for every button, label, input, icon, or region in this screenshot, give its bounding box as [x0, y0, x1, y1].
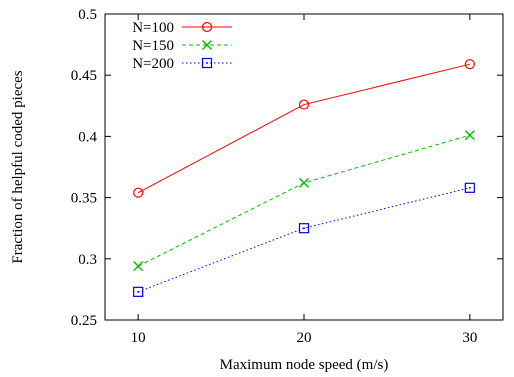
data-point-s3-2-dot: [303, 227, 305, 229]
y-tick-label: 0.4: [78, 129, 97, 145]
data-point-s3-3: [464, 182, 475, 193]
legend-marker-3-dot: [206, 62, 208, 64]
data-point-s2-1: [133, 261, 144, 272]
legend-marker-2: [202, 40, 212, 50]
series-layer: [133, 59, 475, 297]
legend: N=100 N=150 N=200: [132, 20, 232, 72]
legend-label-2: N=150: [132, 38, 174, 54]
data-point-s1-1: [133, 187, 144, 198]
series-line-2: [137, 134, 470, 267]
x-tick-label: 30: [462, 330, 477, 346]
data-point-s1-2: [298, 99, 310, 110]
x-axis-ticks: 10 20 30: [131, 14, 477, 346]
x-tick-label: 10: [131, 330, 146, 346]
series-line-3: [137, 187, 470, 293]
data-point-s3-2-box: [298, 223, 310, 234]
x-tick-label: 20: [297, 330, 312, 346]
data-point-s1-3: [464, 59, 475, 70]
y-axis-label: Fraction of helpful coded pieces: [10, 70, 26, 263]
data-point-s3-1: [133, 286, 144, 297]
legend-marker-1: [201, 21, 213, 33]
data-point-s3-1-box: [133, 286, 144, 297]
data-point-s3-3-dot: [469, 187, 471, 189]
data-point-s2-1-stroke-b: [133, 261, 144, 272]
data-point-s3-2: [298, 223, 310, 234]
data-point-s2-2: [299, 177, 309, 188]
legend-label-1: N=100: [132, 20, 174, 36]
legend-label-3: N=200: [132, 56, 174, 72]
legend-marker-3: [201, 57, 213, 69]
y-tick-label: 0.35: [71, 191, 97, 207]
data-point-s3-1-dot: [137, 291, 139, 293]
y-tick-label: 0.45: [71, 68, 97, 84]
y-tick-label: 0.5: [78, 7, 97, 23]
data-point-s2-3: [464, 130, 475, 141]
x-axis-label: Maximum node speed (m/s): [220, 357, 389, 373]
series-line-1: [137, 63, 470, 194]
y-axis-ticks: 0.25 0.3 0.35 0.4 0.45 0.5: [71, 7, 503, 329]
legend-marker-3-box: [201, 57, 213, 69]
y-tick-label: 0.3: [78, 252, 97, 268]
data-point-s2-3-stroke-b: [464, 130, 475, 141]
data-point-s2-2-stroke-b: [299, 177, 309, 188]
data-point-s3-3-box: [464, 182, 475, 193]
y-tick-label: 0.25: [71, 313, 97, 329]
legend-marker-2-stroke-b: [202, 40, 212, 50]
